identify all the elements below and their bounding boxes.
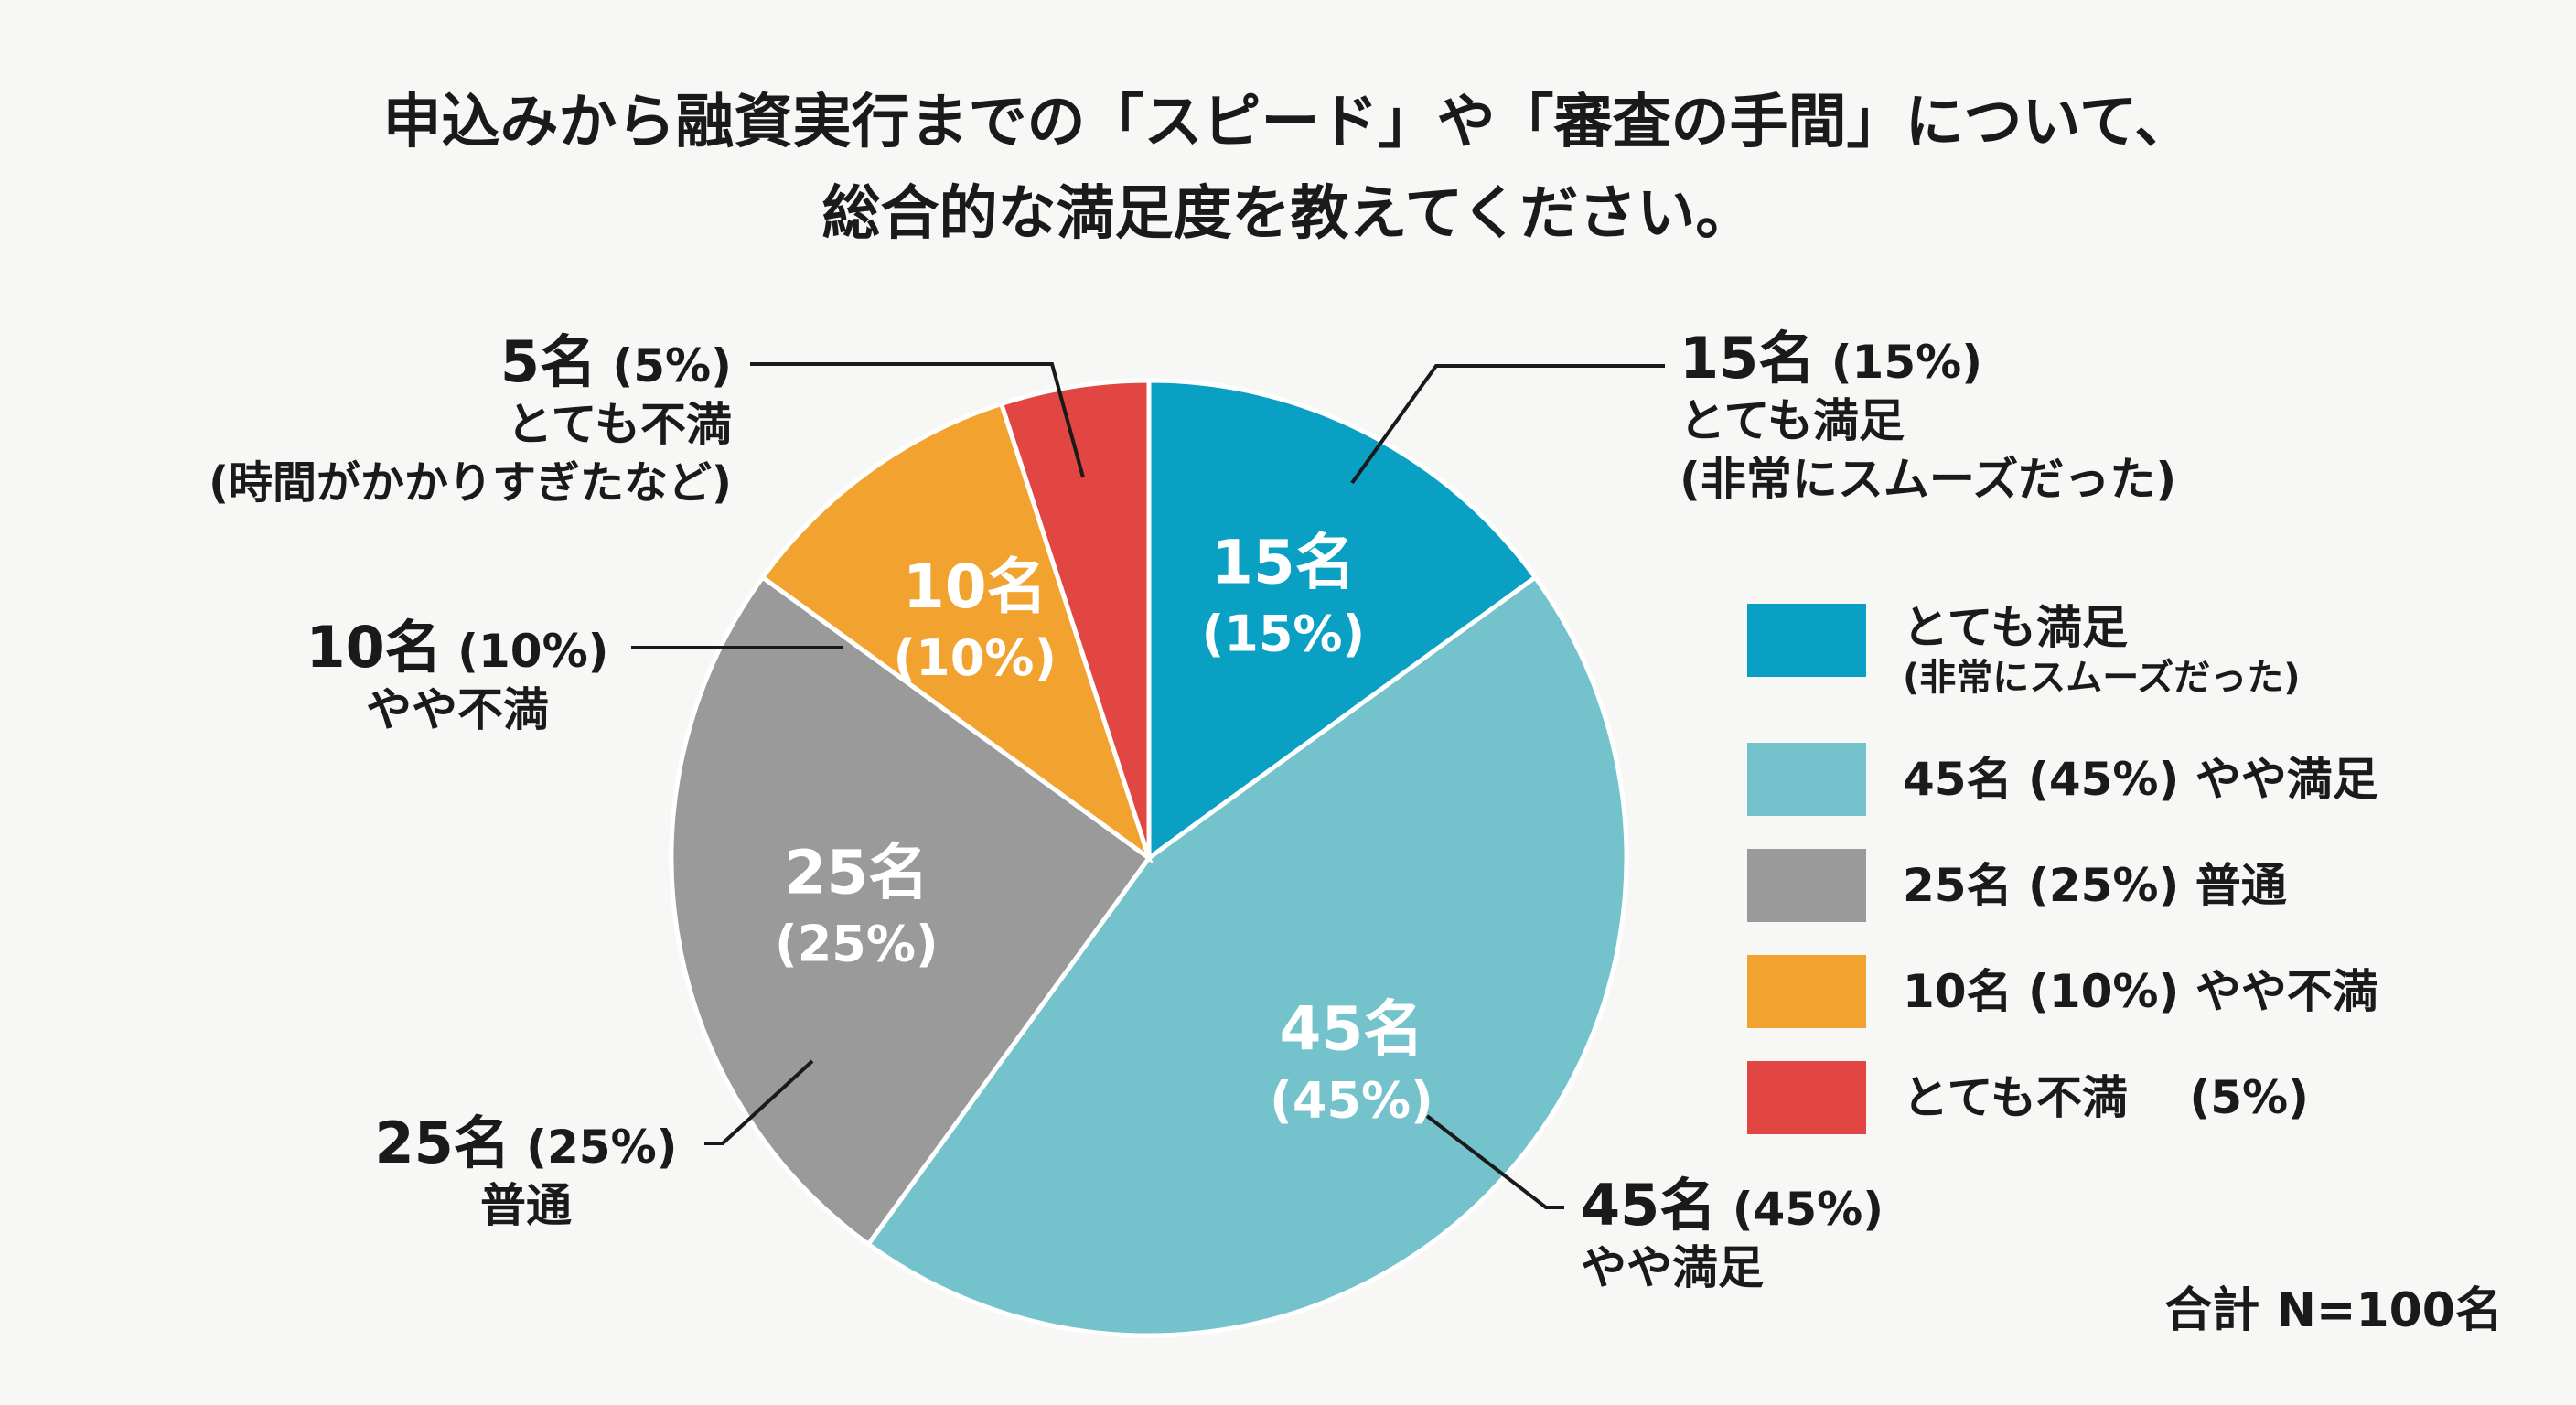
pie-slice-somewhat-satisfied <box>864 574 1629 1338</box>
pie-slice-very-dissatisfied <box>998 378 1152 859</box>
slice-label-count-very-satisfied: 15名 <box>1211 528 1356 598</box>
callout-very-satisfied-label: とても満足 <box>1680 394 1905 447</box>
pie-slice-somewhat-dissatisfied <box>759 401 1154 864</box>
leader-line-very-dissatisfied <box>750 362 1085 478</box>
slice-label-count-somewhat-dissatisfied: 10名 <box>903 552 1047 622</box>
slice-label-count-somewhat-satisfied: 45名 <box>1280 993 1424 1064</box>
legend-label-somewhat-dissatisfied: 10名 (10%) やや不満 <box>1903 965 2378 1018</box>
callout-neutral-count: 25名 <box>374 1110 510 1176</box>
leader-line-neutral <box>704 1059 814 1145</box>
slice-label-pct-neutral: (25%) <box>775 916 939 973</box>
callout-somewhat-dissatisfied-pct: (10%) <box>457 625 609 678</box>
callout-neutral: 25名 (25%) 普通 <box>366 1114 686 1235</box>
legend-swatch-somewhat-dissatisfied <box>1747 955 1866 1028</box>
slice-label-pct-somewhat-satisfied: (45%) <box>1270 1071 1433 1129</box>
callout-somewhat-dissatisfied-label: やや不満 <box>366 683 549 736</box>
chart-title-line1: 申込みから融資実行までの「スピード」や「審査の手間」について、 <box>382 89 2194 156</box>
chart-title-line2: 総合的な満足度を教えてください。 <box>821 180 1755 248</box>
legend-label-somewhat-satisfied: 45名 (45%) やや満足 <box>1903 753 2378 806</box>
callout-very-satisfied: 15名 (15%) とても満足 (非常にスムーズだった) <box>1680 329 2176 509</box>
legend-sublabel-very-satisfied: (非常にスムーズだった) <box>1903 657 2301 699</box>
slice-label-count-neutral: 25名 <box>784 838 928 908</box>
legend-label-very-dissatisfied: とても不満 (5%) <box>1903 1071 2309 1124</box>
callout-very-dissatisfied: 5名 (5%) とても不満 (時間がかかりすぎたなど) <box>73 333 732 512</box>
callout-somewhat-satisfied-label: やや満足 <box>1581 1241 1764 1294</box>
leader-line-somewhat-satisfied <box>1425 1114 1564 1209</box>
callout-very-dissatisfied-count: 5名 <box>499 328 596 395</box>
pie-slice-very-satisfied <box>1146 378 1539 863</box>
slice-label-pct-very-satisfied: (15%) <box>1202 606 1366 663</box>
legend-swatch-neutral <box>1747 849 1866 922</box>
callout-very-satisfied-pct: (15%) <box>1830 336 1983 389</box>
leader-line-very-satisfied <box>1350 364 1665 485</box>
callout-somewhat-satisfied-count: 45名 <box>1581 1172 1717 1239</box>
legend-label-neutral: 25名 (25%) 普通 <box>1903 859 2287 912</box>
total-count: 合計 N=100名 <box>2164 1283 2503 1338</box>
callout-very-satisfied-note: (非常にスムーズだった) <box>1680 453 2177 506</box>
callout-very-dissatisfied-label: とても不満 <box>507 398 732 451</box>
legend-swatch-very-dissatisfied <box>1747 1061 1866 1134</box>
callout-very-dissatisfied-pct: (5%) <box>612 339 732 392</box>
legend-swatch-very-satisfied <box>1747 604 1866 677</box>
slice-label-pct-somewhat-dissatisfied: (10%) <box>893 629 1057 687</box>
callout-neutral-pct: (25%) <box>526 1121 678 1174</box>
callout-very-satisfied-count: 15名 <box>1680 325 1816 391</box>
callout-somewhat-dissatisfied-count: 10名 <box>306 614 442 681</box>
callout-somewhat-satisfied-pct: (45%) <box>1732 1183 1884 1236</box>
callout-very-dissatisfied-note: (時間がかかりすぎたなど) <box>209 457 732 509</box>
callout-somewhat-satisfied: 45名 (45%) やや満足 <box>1581 1176 1884 1297</box>
callout-neutral-label: 普通 <box>480 1179 572 1232</box>
legend-label-very-satisfied: とても満足 <box>1903 601 2128 654</box>
chart-title: 申込みから融資実行までの「スピード」や「審査の手間」について、 総合的な満足度を… <box>0 77 2576 260</box>
callout-somewhat-dissatisfied: 10名 (10%) やや不満 <box>293 618 622 739</box>
pie-slice-neutral <box>669 574 1153 1248</box>
legend-swatch-somewhat-satisfied <box>1747 743 1866 816</box>
